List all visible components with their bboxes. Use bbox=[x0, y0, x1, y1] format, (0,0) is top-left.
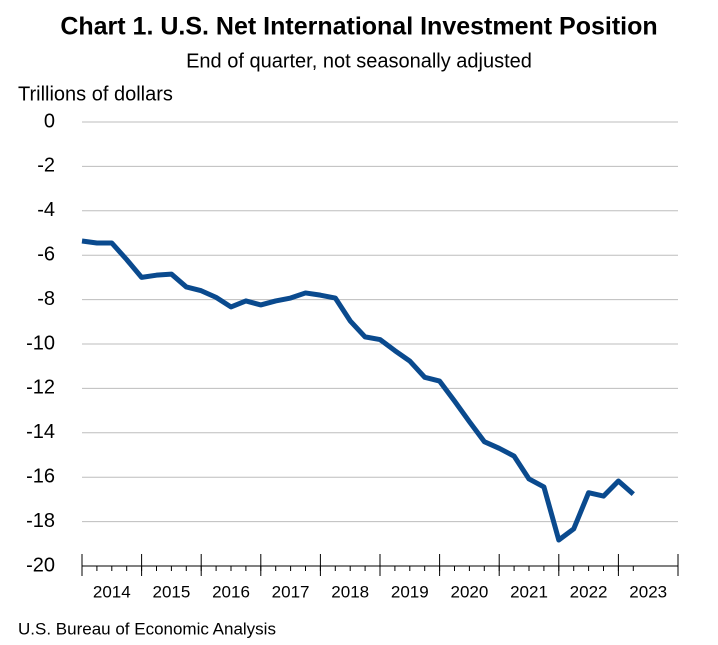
y-tick-label: -10 bbox=[26, 332, 55, 354]
x-tick-label: 2015 bbox=[152, 582, 190, 601]
y-tick-label: -6 bbox=[37, 243, 55, 265]
y-tick-label: -8 bbox=[37, 288, 55, 310]
x-tick-label: 2023 bbox=[629, 582, 667, 601]
data-line bbox=[81, 238, 635, 543]
y-tick-label: -4 bbox=[37, 199, 55, 221]
y-axis-label: Trillions of dollars bbox=[18, 83, 173, 105]
x-tick-label: 2014 bbox=[93, 582, 131, 601]
x-tick-label: 2021 bbox=[510, 582, 548, 601]
y-tick-label: 0 bbox=[44, 110, 55, 132]
x-tick-label: 2019 bbox=[391, 582, 429, 601]
y-tick-label: -20 bbox=[26, 554, 55, 576]
x-tick-label: 2022 bbox=[570, 582, 608, 601]
x-tick-label: 2018 bbox=[331, 582, 369, 601]
y-tick-label: -12 bbox=[26, 377, 55, 399]
chart-title: Chart 1. U.S. Net International Investme… bbox=[60, 13, 657, 41]
x-tick-label: 2017 bbox=[272, 582, 310, 601]
y-tick-label: -14 bbox=[26, 421, 55, 443]
source: U.S. Bureau of Economic Analysis bbox=[18, 619, 276, 638]
chart-subtitle: End of quarter, not seasonally adjusted bbox=[186, 50, 532, 72]
y-tick-label: -16 bbox=[26, 465, 55, 487]
y-tick-label: -2 bbox=[37, 155, 55, 177]
x-tick-label: 2016 bbox=[212, 582, 250, 601]
x-tick-label: 2020 bbox=[450, 582, 488, 601]
y-tick-label: -18 bbox=[26, 510, 55, 532]
